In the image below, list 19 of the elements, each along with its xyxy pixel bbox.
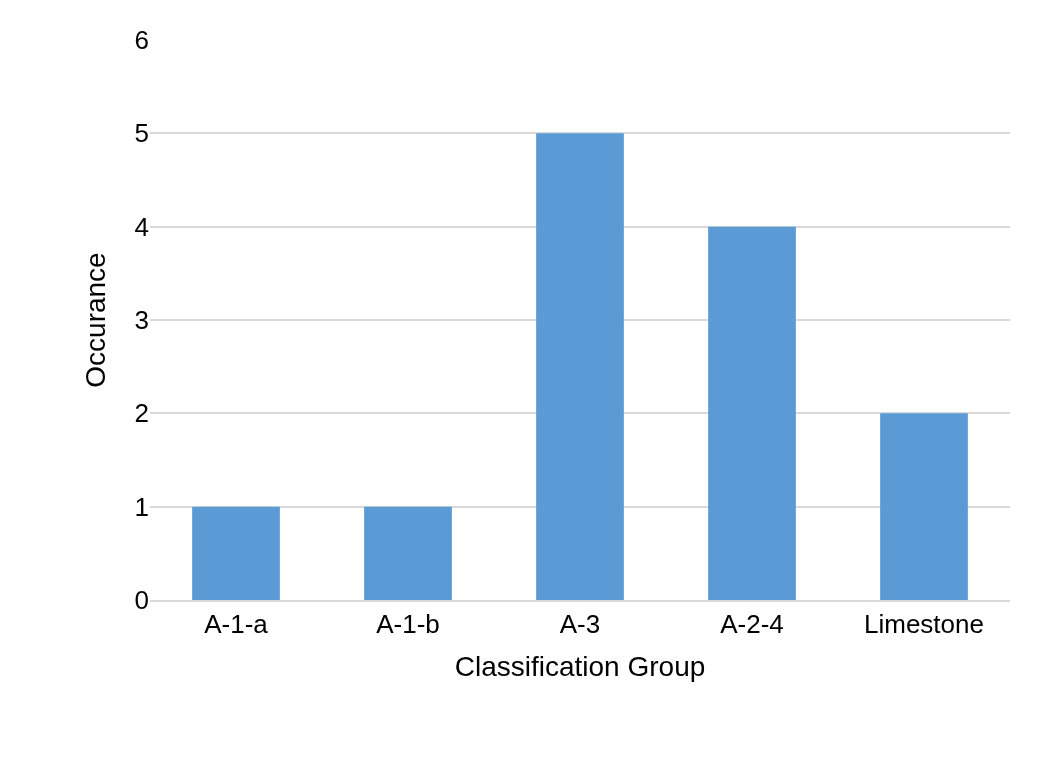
bar: [536, 133, 624, 600]
y-tick-label: 1: [134, 491, 149, 522]
x-tick-label: A-2-4: [720, 608, 784, 639]
bar: [364, 506, 452, 600]
y-tick-label: 6: [134, 25, 149, 56]
y-tick-label: 3: [134, 305, 149, 336]
x-tick-label: Limestone: [864, 608, 984, 639]
x-tick-label: A-1-b: [376, 608, 440, 639]
bar: [192, 506, 280, 600]
y-axis-title: Occurance: [80, 252, 112, 388]
x-tick-label: A-3: [559, 608, 601, 639]
y-tick-label: 2: [134, 398, 149, 429]
x-tick-label: A-1-a: [204, 608, 269, 639]
x-axis-title: Classification Group: [454, 650, 706, 682]
y-tick-label: 5: [134, 118, 149, 149]
y-tick-label: 0: [134, 585, 149, 616]
bar: [880, 413, 968, 600]
y-tick-label: 4: [134, 211, 149, 242]
bar: [708, 226, 796, 600]
